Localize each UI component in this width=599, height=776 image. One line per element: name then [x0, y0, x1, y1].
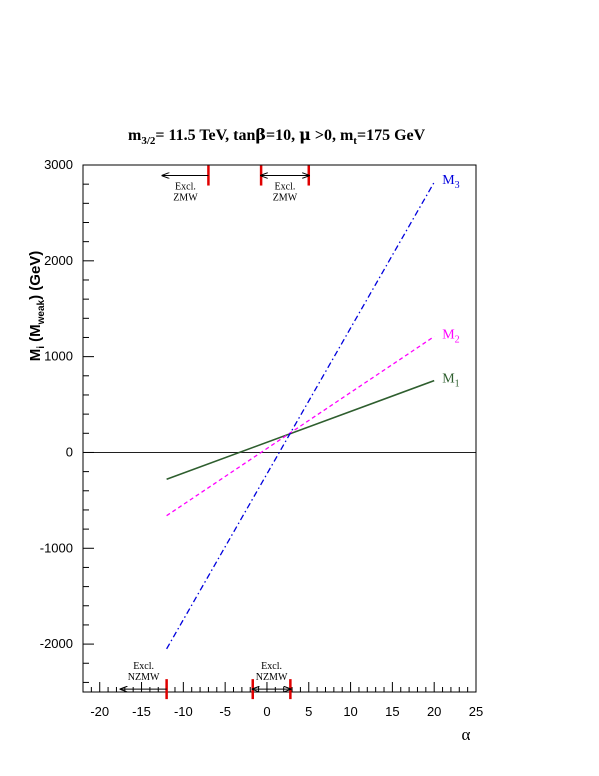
- y-tick-label: -2000: [40, 636, 73, 651]
- exclusion-marker: Excl.NZMW: [121, 661, 168, 700]
- series-line-m1: [166, 379, 435, 481]
- exclusion-label: NZMW: [128, 672, 160, 683]
- x-tick-label: 5: [305, 704, 312, 719]
- y-tick-label: 3000: [44, 157, 73, 172]
- series-line-m3: [166, 181, 435, 650]
- exclusion-label: Excl.: [175, 182, 196, 193]
- x-tick-label: 25: [469, 704, 483, 719]
- y-axis-label: Mi (Mweak) (GeV): [27, 251, 47, 362]
- axis-ticks: -20 -15 -10 -5 0 5 10 15 20 25 -2000 -1000 0 1000 2000…: [40, 157, 483, 719]
- series-label-m1: M1: [442, 372, 459, 390]
- y-tick-label: 1000: [44, 349, 73, 364]
- y-tick-label: -1000: [40, 540, 73, 555]
- x-tick-label: 0: [263, 704, 270, 719]
- exclusion-marker: Excl.ZMW: [162, 165, 210, 204]
- exclusion-label: ZMW: [273, 193, 298, 204]
- exclusion-label: ZMW: [173, 193, 198, 204]
- y-tick-label: 0: [66, 444, 73, 459]
- x-tick-label: -15: [132, 704, 151, 719]
- x-tick-label: 20: [427, 704, 441, 719]
- series-label-m2: M2: [442, 328, 459, 346]
- exclusion-label: Excl.: [261, 661, 282, 672]
- exclusion-label: Excl.: [275, 182, 296, 193]
- series-group: M1 M2 M3: [166, 173, 460, 650]
- x-tick-label: -20: [90, 704, 109, 719]
- x-tick-label: -5: [219, 704, 231, 719]
- exclusion-marker: Excl.NZMW: [251, 661, 292, 700]
- chart-title: m3/2= 11.5 TeV, tanβ=10, μ >0, mt=175 Ge…: [128, 125, 426, 147]
- exclusion-label: NZMW: [256, 672, 288, 683]
- y-tick-label: 2000: [44, 253, 73, 268]
- series-line-m2: [166, 335, 435, 517]
- series-label-m3: M3: [442, 173, 459, 191]
- x-tick-label: 10: [343, 704, 357, 719]
- exclusion-marker: Excl.ZMW: [259, 165, 311, 204]
- plot-frame: [82, 164, 477, 693]
- exclusion-label: Excl.: [133, 661, 154, 672]
- x-axis-label: α: [462, 725, 471, 744]
- x-tick-label: -10: [174, 704, 193, 719]
- x-tick-label: 15: [385, 704, 399, 719]
